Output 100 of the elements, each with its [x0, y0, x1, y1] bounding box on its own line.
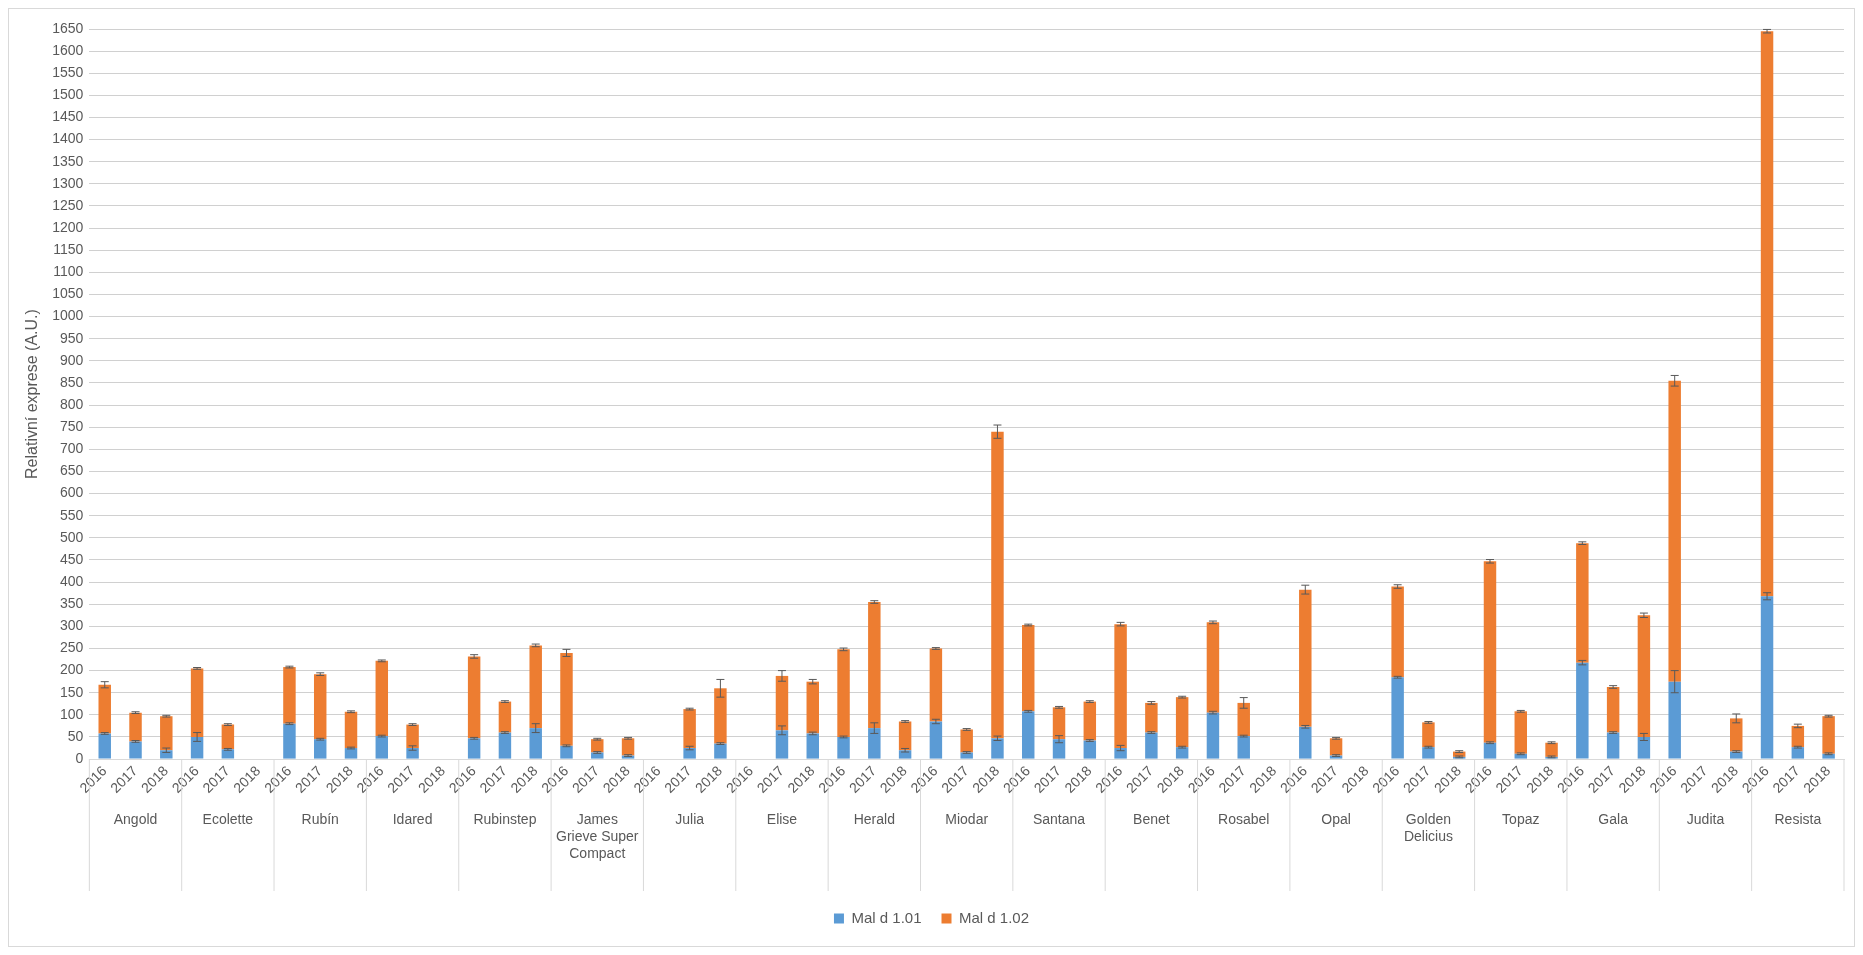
text: Golden Delicius [1403, 810, 1453, 844]
bar [1206, 712, 1220, 759]
bar [1668, 681, 1681, 759]
bar [991, 738, 1004, 759]
bar [714, 688, 727, 744]
bar [313, 739, 327, 759]
y-tick-label: 1250 [52, 196, 84, 213]
y-tick-label: 250 [59, 639, 84, 656]
bar [868, 728, 881, 759]
legend-label: Mal d 1.01 [851, 908, 922, 926]
text: Rubinstep [473, 810, 537, 827]
bar [1576, 543, 1589, 663]
bar [498, 732, 512, 759]
y-tick-label: 850 [59, 373, 84, 390]
bar [1299, 589, 1312, 727]
bar [837, 649, 850, 737]
bar [160, 716, 173, 751]
bar [1145, 732, 1158, 759]
bar [560, 745, 573, 759]
bar [1606, 732, 1620, 759]
text: Resista [1774, 810, 1822, 827]
y-tick-label: 1550 [52, 64, 84, 81]
bar [775, 675, 789, 731]
bar [775, 730, 789, 759]
bar [1483, 742, 1497, 759]
text: Judita [1686, 810, 1725, 827]
bar [1083, 701, 1097, 741]
y-tick-label: 700 [59, 440, 84, 457]
y-tick-label: 450 [59, 550, 84, 567]
bar [1206, 622, 1220, 713]
y-tick-label: 100 [59, 705, 84, 722]
text: Julia [675, 810, 705, 827]
bar [560, 652, 573, 746]
bar [1114, 624, 1127, 749]
bar [1730, 718, 1743, 752]
bar [283, 723, 296, 759]
bar [1576, 662, 1589, 759]
bar [1637, 736, 1651, 759]
bar [806, 733, 819, 759]
text: Opal [1321, 810, 1351, 827]
y-tick-label: 800 [59, 395, 84, 412]
text: Gala [1598, 810, 1629, 827]
bar [929, 721, 943, 759]
y-tick-label: 1650 [52, 19, 84, 36]
bar [98, 733, 111, 759]
bar [190, 668, 204, 737]
bar [1145, 702, 1158, 733]
y-tick-label: 1350 [52, 152, 84, 169]
text: Angold [113, 810, 158, 827]
bar [129, 712, 142, 742]
bar [1483, 561, 1497, 743]
bar [406, 724, 419, 749]
y-tick-label: 50 [67, 727, 84, 744]
y-tick-label: 950 [59, 329, 84, 346]
y-tick-label: 1300 [52, 174, 84, 191]
bar [498, 701, 512, 733]
bar [467, 656, 481, 739]
bar [1329, 738, 1343, 756]
bar [344, 711, 358, 749]
y-tick-label: 1600 [52, 41, 84, 58]
bar [1760, 31, 1774, 597]
bar [1299, 726, 1312, 759]
text: Rubín [301, 810, 339, 827]
bar [683, 748, 696, 759]
text: Idared [392, 810, 433, 827]
bar [529, 645, 542, 729]
text: Rosabel [1218, 810, 1270, 827]
bar [375, 736, 389, 759]
y-tick-label: 1100 [53, 263, 84, 280]
y-tick-label: 550 [59, 506, 84, 523]
bar [1237, 736, 1250, 759]
y-tick-label: 200 [59, 661, 84, 678]
y-tick-label: 1500 [52, 86, 84, 103]
bar [1083, 740, 1097, 759]
y-tick-label: 350 [59, 595, 84, 612]
bar [1391, 586, 1404, 678]
bar [1822, 716, 1835, 754]
bar [1422, 722, 1435, 748]
bar [1114, 748, 1127, 759]
text: Miodar [945, 810, 989, 827]
bar [591, 752, 604, 759]
text: Santana [1032, 810, 1086, 827]
bar [129, 741, 142, 759]
bar [313, 674, 327, 740]
y-tick-label: 1450 [52, 108, 84, 125]
bar [1514, 711, 1528, 754]
y-tick-label: 1150 [53, 241, 84, 258]
bar [683, 709, 696, 749]
bar [960, 729, 973, 753]
bar [283, 667, 296, 724]
bar [621, 738, 635, 756]
legend-label: Mal d 1.02 [959, 908, 1030, 926]
text: Benet [1133, 810, 1170, 827]
bar [1637, 615, 1651, 737]
y-tick-label: 1400 [52, 130, 84, 147]
y-tick-label: 1200 [52, 218, 84, 235]
bar [898, 721, 912, 751]
text: Topaz [1502, 810, 1540, 827]
bar [929, 648, 943, 722]
bar [375, 660, 389, 737]
